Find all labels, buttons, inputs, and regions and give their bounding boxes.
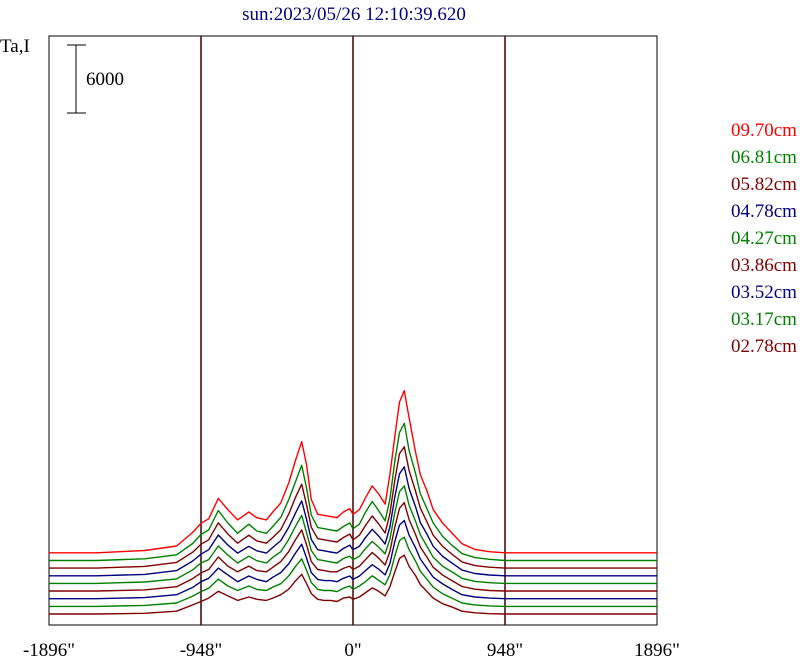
x-tick-labels: -1896" -948" 0" 948" 1896" [23,640,680,661]
x-tick-label: 0" [344,640,361,661]
x-tick-label: 1896" [634,640,680,661]
x-tick-label: -1896" [23,640,75,661]
scale-bar: 6000 [67,44,124,114]
legend-entry: 05.82cm [731,174,797,195]
series-line-05.82cm [49,446,657,569]
vertical-reference-lines [200,36,506,625]
series-line-03.86cm [49,501,657,592]
x-tick-label: 948" [487,640,523,661]
series-line-09.70cm [49,390,657,554]
series-line-02.78cm [49,554,657,615]
y-axis-label: Ta,I [0,36,30,57]
series-line-06.81cm [49,422,657,562]
legend-entry: 02.78cm [731,336,797,357]
legend-entry: 04.27cm [731,228,797,249]
legend-entry: 04.78cm [731,201,797,222]
series-line-04.78cm [49,466,657,577]
legend-entry: 03.17cm [731,309,797,330]
series-line-03.52cm [49,519,657,600]
legend-entry: 09.70cm [731,120,797,141]
scale-bar-label: 6000 [86,69,124,90]
series-layer [49,390,657,615]
legend: 09.70cm 06.81cm 05.82cm 04.78cm 04.27cm 03.86… [731,120,797,357]
legend-entry: 03.52cm [731,282,797,303]
x-tick-label: -948" [180,640,223,661]
series-line-03.17cm [49,536,657,608]
chart-title: sun:2023/05/26 12:10:39.620 [242,4,466,25]
legend-entry: 03.86cm [731,255,797,276]
series-line-04.27cm [49,485,657,585]
legend-entry: 06.81cm [731,147,797,168]
